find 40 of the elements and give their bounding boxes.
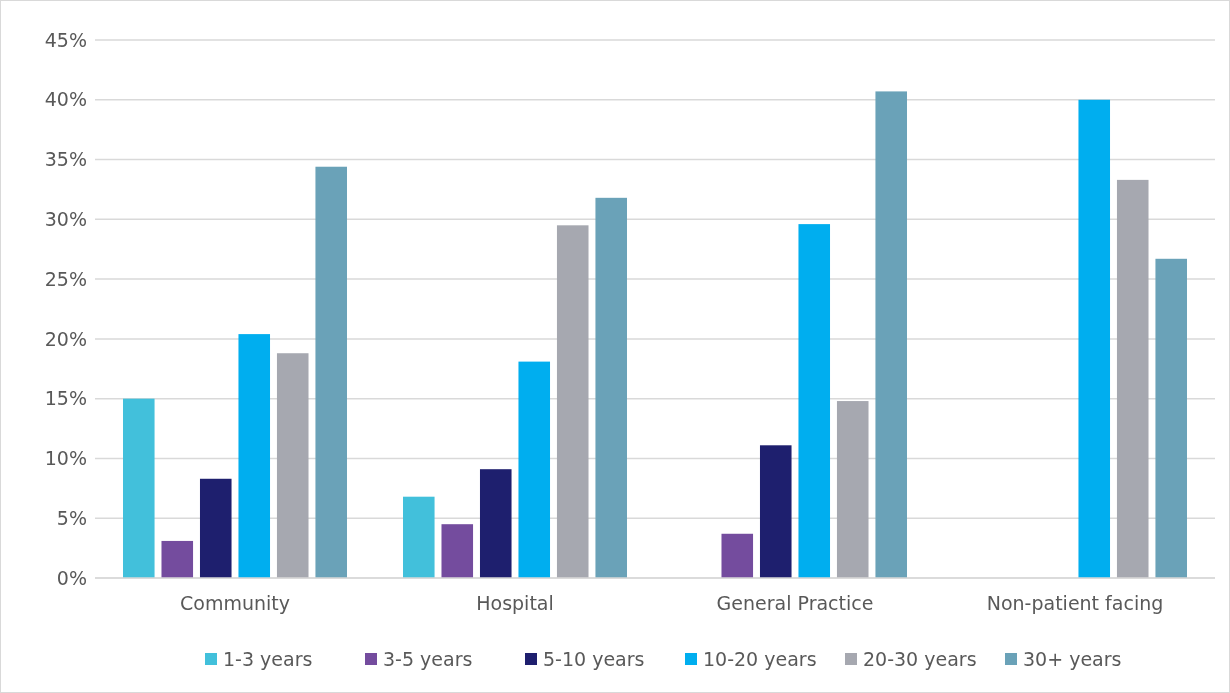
bar (836, 401, 869, 578)
x-tick-label: Community (180, 592, 290, 614)
bar (721, 533, 754, 578)
bar (123, 398, 155, 578)
bar (1078, 99, 1111, 578)
bar (556, 225, 589, 578)
bar (1155, 258, 1187, 578)
y-tick-label: 20% (44, 327, 87, 350)
legend-label: 5-10 years (543, 647, 645, 670)
y-tick-label: 25% (44, 267, 87, 290)
bar (518, 361, 551, 578)
bar (441, 524, 474, 578)
bar (238, 334, 271, 578)
x-tick-label: Non-patient facing (986, 592, 1164, 614)
legend-label: 20-30 years (863, 647, 977, 670)
x-tick-label: Hospital (476, 592, 554, 614)
bar (595, 197, 627, 578)
bar (798, 224, 831, 578)
y-tick-label: 40% (44, 88, 87, 111)
y-tick-label: 45% (44, 28, 87, 51)
bar (1116, 179, 1149, 578)
legend-label: 1-3 years (223, 647, 313, 670)
bar (161, 540, 194, 578)
y-tick-label: 0% (56, 566, 87, 589)
bar (199, 478, 232, 578)
bar (875, 91, 907, 578)
bar (403, 496, 435, 578)
y-tick-label: 5% (56, 506, 87, 529)
x-tick-label: General Practice (716, 592, 874, 614)
bar (315, 166, 347, 578)
legend-label: 10-20 years (703, 647, 817, 670)
y-tick-label: 30% (44, 207, 87, 230)
y-tick-label: 35% (44, 148, 87, 171)
y-tick-label: 15% (44, 387, 87, 410)
bar (479, 469, 512, 578)
legend-label: 30+ years (1023, 647, 1122, 670)
legend-label: 3-5 years (383, 647, 473, 670)
bar (276, 353, 309, 578)
bar (759, 445, 792, 578)
y-tick-label: 10% (44, 447, 87, 470)
